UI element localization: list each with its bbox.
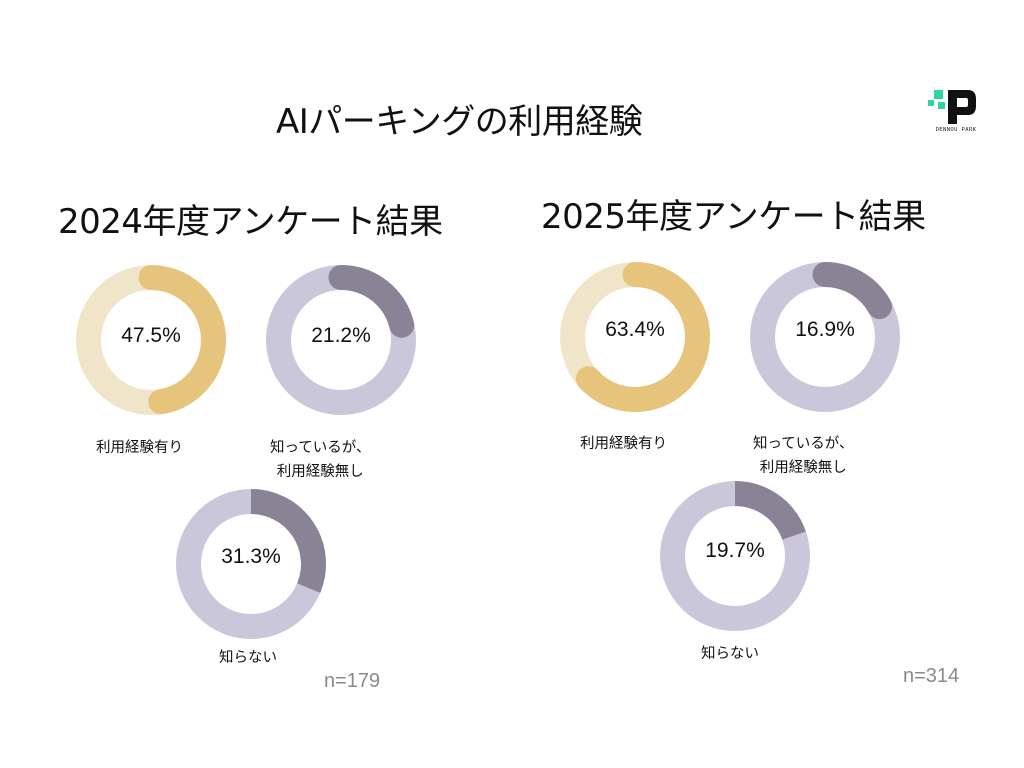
donut-slice-unaware-2025 bbox=[734, 481, 806, 541]
donut-svg-experienced-2024 bbox=[76, 265, 226, 415]
donut-slice-unaware-2024 bbox=[250, 489, 326, 593]
donut-value-aware-not-used-2024: 21.2% bbox=[311, 324, 371, 347]
donut-aware-not-used-2024: 21.2% bbox=[266, 265, 416, 415]
donut-label-aware-not-used-2024: 知っているが、 利用経験無し bbox=[270, 436, 370, 484]
donut-label-line: 知らない bbox=[219, 650, 277, 666]
donut-value-unaware-2025: 19.7% bbox=[705, 539, 765, 562]
donut-aware-not-used-2025: 16.9% bbox=[750, 262, 900, 412]
park-logo-icon bbox=[928, 90, 976, 124]
survey-title-2024: 2024年度アンケート結果 bbox=[58, 202, 443, 242]
donut-value-experienced-2025: 63.4% bbox=[605, 318, 665, 341]
donut-slice-aware-not-used-2024 bbox=[328, 265, 415, 338]
donut-label-line: 知っているが、 bbox=[753, 436, 854, 452]
donut-label-experienced-2025: 利用経験有り bbox=[580, 432, 667, 456]
donut-svg-unaware-2024 bbox=[176, 489, 326, 639]
donut-slice-aware-not-used-2025 bbox=[812, 262, 893, 320]
donut-unaware-2024: 31.3% bbox=[176, 489, 326, 639]
donut-svg-aware-not-used-2024 bbox=[266, 265, 416, 415]
donut-svg-experienced-2025 bbox=[560, 262, 710, 412]
donut-svg-aware-not-used-2025 bbox=[750, 262, 900, 412]
donut-value-experienced-2024: 47.5% bbox=[121, 324, 181, 347]
logo-wordmark: DENNOU PARK bbox=[935, 127, 977, 133]
brand-logo: DENNOU PARK bbox=[924, 86, 988, 138]
sample-size-2025: n=314 bbox=[903, 665, 960, 687]
donut-value-aware-not-used-2025: 16.9% bbox=[795, 318, 855, 341]
donut-experienced-2024: 47.5% bbox=[76, 265, 226, 415]
donut-slice-experienced-2024 bbox=[138, 265, 226, 415]
donut-label-line: 知っているが、 bbox=[270, 440, 371, 456]
donut-label-line: 利用経験無し bbox=[759, 460, 847, 476]
donut-label-unaware-2025: 知らない bbox=[701, 642, 759, 666]
donut-label-line: 利用経験有り bbox=[580, 436, 667, 452]
donut-value-unaware-2024: 31.3% bbox=[221, 545, 281, 568]
donut-slice-experienced-2025 bbox=[575, 262, 710, 412]
survey-title-2025: 2025年度アンケート結果 bbox=[541, 197, 926, 237]
donut-label-experienced-2024: 利用経験有り bbox=[96, 436, 183, 460]
donut-label-line: 知らない bbox=[701, 646, 759, 662]
page-title: AIパーキングの利用経験 bbox=[276, 102, 643, 142]
donut-experienced-2025: 63.4% bbox=[560, 262, 710, 412]
donut-label-unaware-2024: 知らない bbox=[219, 646, 277, 670]
donut-label-line: 利用経験有り bbox=[96, 440, 183, 456]
donut-svg-unaware-2025 bbox=[660, 481, 810, 631]
donut-label-aware-not-used-2025: 知っているが、 利用経験無し bbox=[753, 432, 853, 480]
donut-label-line: 利用経験無し bbox=[276, 464, 364, 480]
donut-unaware-2025: 19.7% bbox=[660, 481, 810, 631]
sample-size-2024: n=179 bbox=[324, 670, 381, 692]
